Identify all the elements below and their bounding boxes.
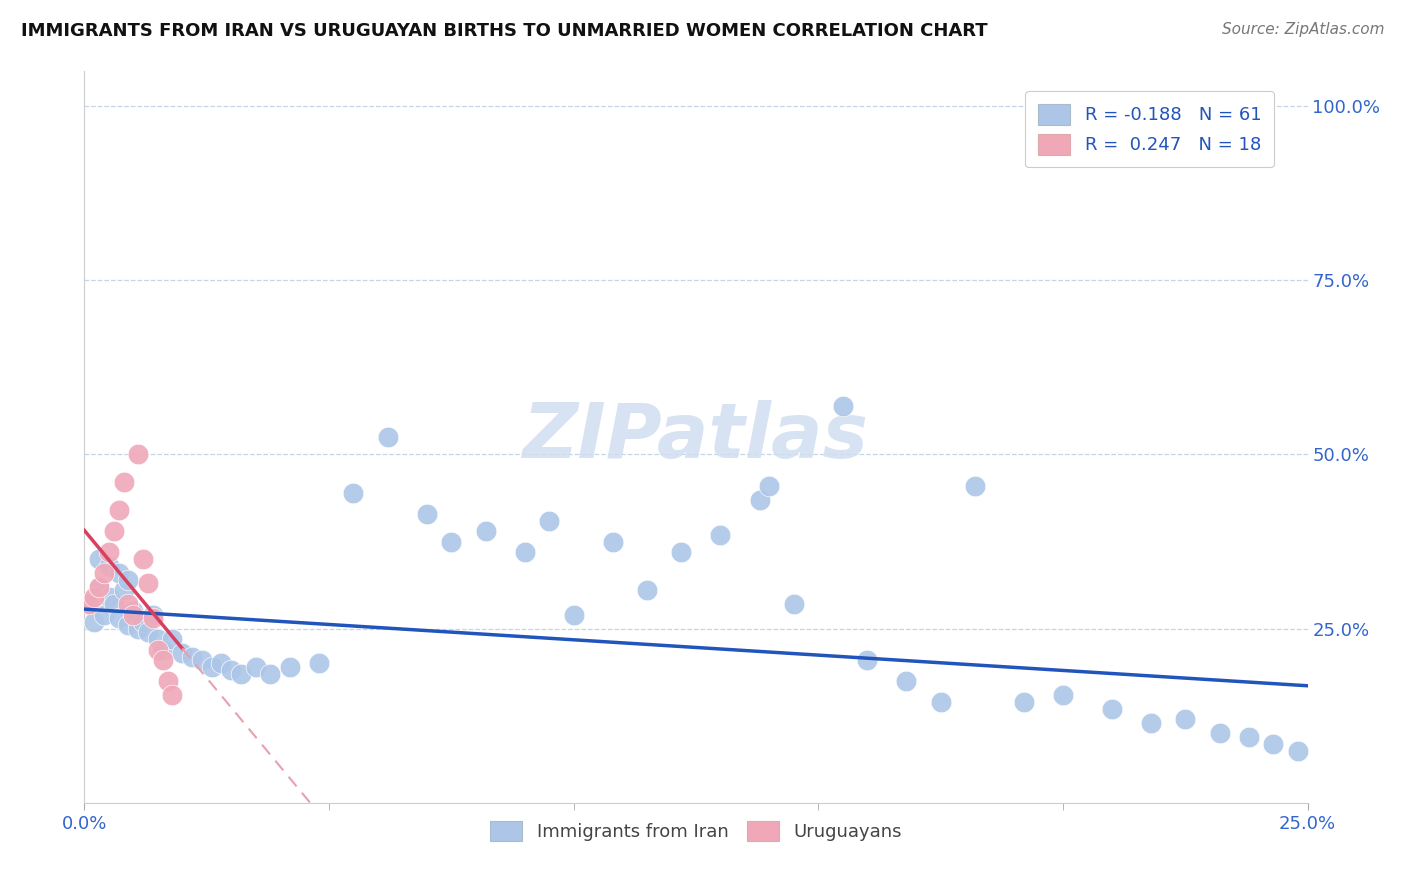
Point (758, 479, 780, 493)
Point (219, 664, 242, 678)
Point (117, 573, 139, 587)
Point (831, 399, 853, 413)
Point (245, 660, 267, 674)
Point (1237, 730, 1260, 744)
Point (377, 430, 399, 444)
Point (152, 653, 174, 667)
Point (136, 576, 159, 591)
Point (172, 646, 194, 660)
Text: ZIPatlas: ZIPatlas (523, 401, 869, 474)
Point (1052, 688, 1074, 702)
Point (97, 545, 120, 559)
Point (93, 566, 115, 580)
Point (709, 527, 731, 541)
Point (132, 552, 155, 566)
Point (538, 514, 561, 528)
Point (97, 558, 120, 573)
Point (474, 524, 496, 538)
Point (83, 615, 105, 629)
Point (602, 534, 624, 549)
Text: Source: ZipAtlas.com: Source: ZipAtlas.com (1222, 22, 1385, 37)
Point (142, 607, 165, 622)
Point (513, 545, 536, 559)
Point (87, 552, 110, 566)
Point (181, 649, 204, 664)
Point (112, 475, 135, 490)
Point (856, 653, 879, 667)
Point (308, 657, 330, 671)
Point (562, 607, 585, 622)
Point (136, 625, 159, 640)
Point (1174, 712, 1197, 726)
Point (1101, 702, 1123, 716)
Point (1012, 695, 1035, 709)
Point (229, 667, 252, 681)
Point (103, 524, 125, 538)
Point (783, 597, 806, 611)
Point (93, 607, 115, 622)
Point (1208, 726, 1230, 740)
Point (748, 492, 770, 507)
Point (107, 503, 129, 517)
Point (278, 660, 301, 674)
Point (1286, 743, 1309, 757)
Legend: Immigrants from Iran, Uruguayans: Immigrants from Iran, Uruguayans (482, 814, 910, 848)
Point (440, 534, 463, 549)
Point (1263, 737, 1285, 751)
Point (162, 632, 184, 646)
Point (127, 622, 149, 636)
Point (162, 688, 184, 702)
Point (156, 673, 179, 688)
Point (112, 583, 135, 598)
Point (191, 653, 214, 667)
Point (107, 611, 129, 625)
Point (83, 591, 105, 605)
Point (142, 611, 165, 625)
Point (87, 580, 110, 594)
Point (1140, 715, 1163, 730)
Point (97, 591, 120, 605)
Point (132, 615, 155, 629)
Point (929, 695, 952, 709)
Text: IMMIGRANTS FROM IRAN VS URUGUAYAN BIRTHS TO UNMARRIED WOMEN CORRELATION CHART: IMMIGRANTS FROM IRAN VS URUGUAYAN BIRTHS… (21, 22, 987, 40)
Point (209, 657, 232, 671)
Point (259, 667, 281, 681)
Point (103, 597, 125, 611)
Point (146, 632, 169, 646)
Point (963, 479, 986, 493)
Point (636, 583, 658, 598)
Point (122, 604, 145, 618)
Point (342, 485, 364, 500)
Point (896, 673, 918, 688)
Point (127, 448, 149, 462)
Point (87, 580, 110, 594)
Point (671, 545, 693, 559)
Point (77, 597, 100, 611)
Point (200, 660, 222, 674)
Point (117, 597, 139, 611)
Point (117, 618, 139, 632)
Point (152, 642, 174, 657)
Point (146, 642, 169, 657)
Point (122, 607, 145, 622)
Point (107, 566, 129, 580)
Point (416, 507, 439, 521)
Point (77, 597, 100, 611)
